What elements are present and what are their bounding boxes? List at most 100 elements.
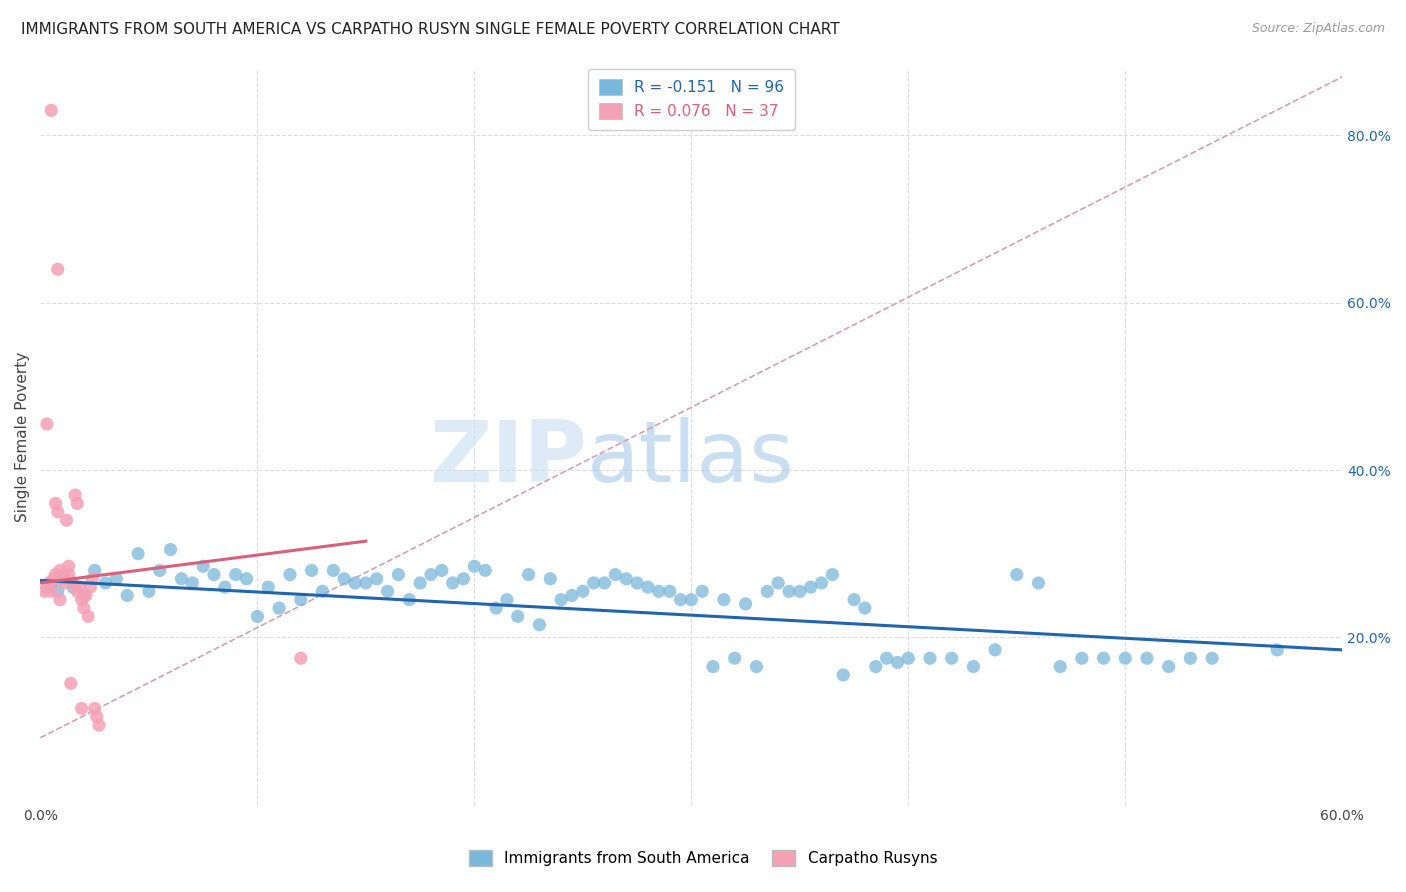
Point [1136, 651, 1159, 665]
Point [181, 576, 204, 591]
Point [766, 576, 789, 591]
Point [593, 576, 616, 591]
Point [344, 576, 367, 591]
Point [637, 580, 659, 594]
Point [58, 567, 80, 582]
Point [430, 563, 453, 577]
Point [235, 572, 257, 586]
Point [301, 563, 323, 577]
Point [75, 589, 97, 603]
Point [62, 576, 84, 591]
Point [897, 651, 920, 665]
Point [46, 584, 69, 599]
Point [1005, 567, 1028, 582]
Point [550, 592, 572, 607]
Point [853, 601, 876, 615]
Point [246, 609, 269, 624]
Point [941, 651, 963, 665]
Point [876, 651, 898, 665]
Point [496, 592, 519, 607]
Point [51, 572, 73, 586]
Point [138, 584, 160, 599]
Point [333, 572, 356, 586]
Point [1028, 576, 1050, 591]
Point [42, 572, 65, 586]
Point [681, 592, 703, 607]
Point [39, 576, 62, 591]
Point [734, 597, 756, 611]
Point [713, 592, 735, 607]
Point [290, 592, 312, 607]
Point [354, 576, 377, 591]
Point [561, 589, 583, 603]
Point [605, 567, 627, 582]
Point [702, 659, 724, 673]
Point [83, 701, 105, 715]
Point [66, 584, 89, 599]
Point [778, 584, 800, 599]
Point [918, 651, 941, 665]
Point [311, 584, 333, 599]
Point [529, 617, 551, 632]
Point [865, 659, 887, 673]
Point [35, 580, 58, 594]
Point [1092, 651, 1115, 665]
Point [1049, 659, 1071, 673]
Point [724, 651, 747, 665]
Point [267, 601, 290, 615]
Point [800, 580, 823, 594]
Point [842, 592, 865, 607]
Point [82, 572, 104, 586]
Point [87, 718, 110, 732]
Point [832, 668, 855, 682]
Point [45, 496, 67, 510]
Point [626, 576, 648, 591]
Point [1114, 651, 1136, 665]
Point [810, 576, 832, 591]
Point [79, 580, 101, 594]
Point [39, 103, 62, 118]
Point [614, 572, 637, 586]
Point [63, 488, 86, 502]
Legend: R = -0.151   N = 96, R = 0.076   N = 37: R = -0.151 N = 96, R = 0.076 N = 37 [588, 69, 794, 130]
Point [690, 584, 713, 599]
Point [34, 584, 56, 599]
Point [38, 576, 60, 591]
Point [669, 592, 692, 607]
Point [517, 567, 540, 582]
Text: ZIP: ZIP [429, 417, 588, 500]
Point [366, 572, 388, 586]
Point [538, 572, 561, 586]
Point [886, 656, 908, 670]
Legend: Immigrants from South America, Carpatho Rusyns: Immigrants from South America, Carpatho … [460, 841, 946, 875]
Point [420, 567, 443, 582]
Point [73, 601, 96, 615]
Point [658, 584, 681, 599]
Point [1070, 651, 1092, 665]
Point [377, 584, 399, 599]
Point [149, 563, 172, 577]
Point [506, 609, 529, 624]
Point [77, 609, 100, 624]
Point [46, 505, 69, 519]
Point [387, 567, 409, 582]
Point [55, 513, 77, 527]
Point [69, 580, 91, 594]
Point [463, 559, 485, 574]
Point [46, 262, 69, 277]
Point [1157, 659, 1180, 673]
Point [648, 584, 671, 599]
Point [202, 567, 225, 582]
Point [756, 584, 779, 599]
Y-axis label: Single Female Poverty: Single Female Poverty [15, 351, 30, 522]
Point [115, 589, 138, 603]
Text: IMMIGRANTS FROM SOUTH AMERICA VS CARPATHO RUSYN SINGLE FEMALE POVERTY CORRELATIO: IMMIGRANTS FROM SOUTH AMERICA VS CARPATH… [21, 22, 839, 37]
Point [58, 559, 80, 574]
Point [73, 589, 96, 603]
Point [572, 584, 595, 599]
Text: atlas: atlas [588, 417, 796, 500]
Point [257, 580, 280, 594]
Point [984, 643, 1007, 657]
Point [53, 576, 76, 591]
Point [35, 417, 58, 431]
